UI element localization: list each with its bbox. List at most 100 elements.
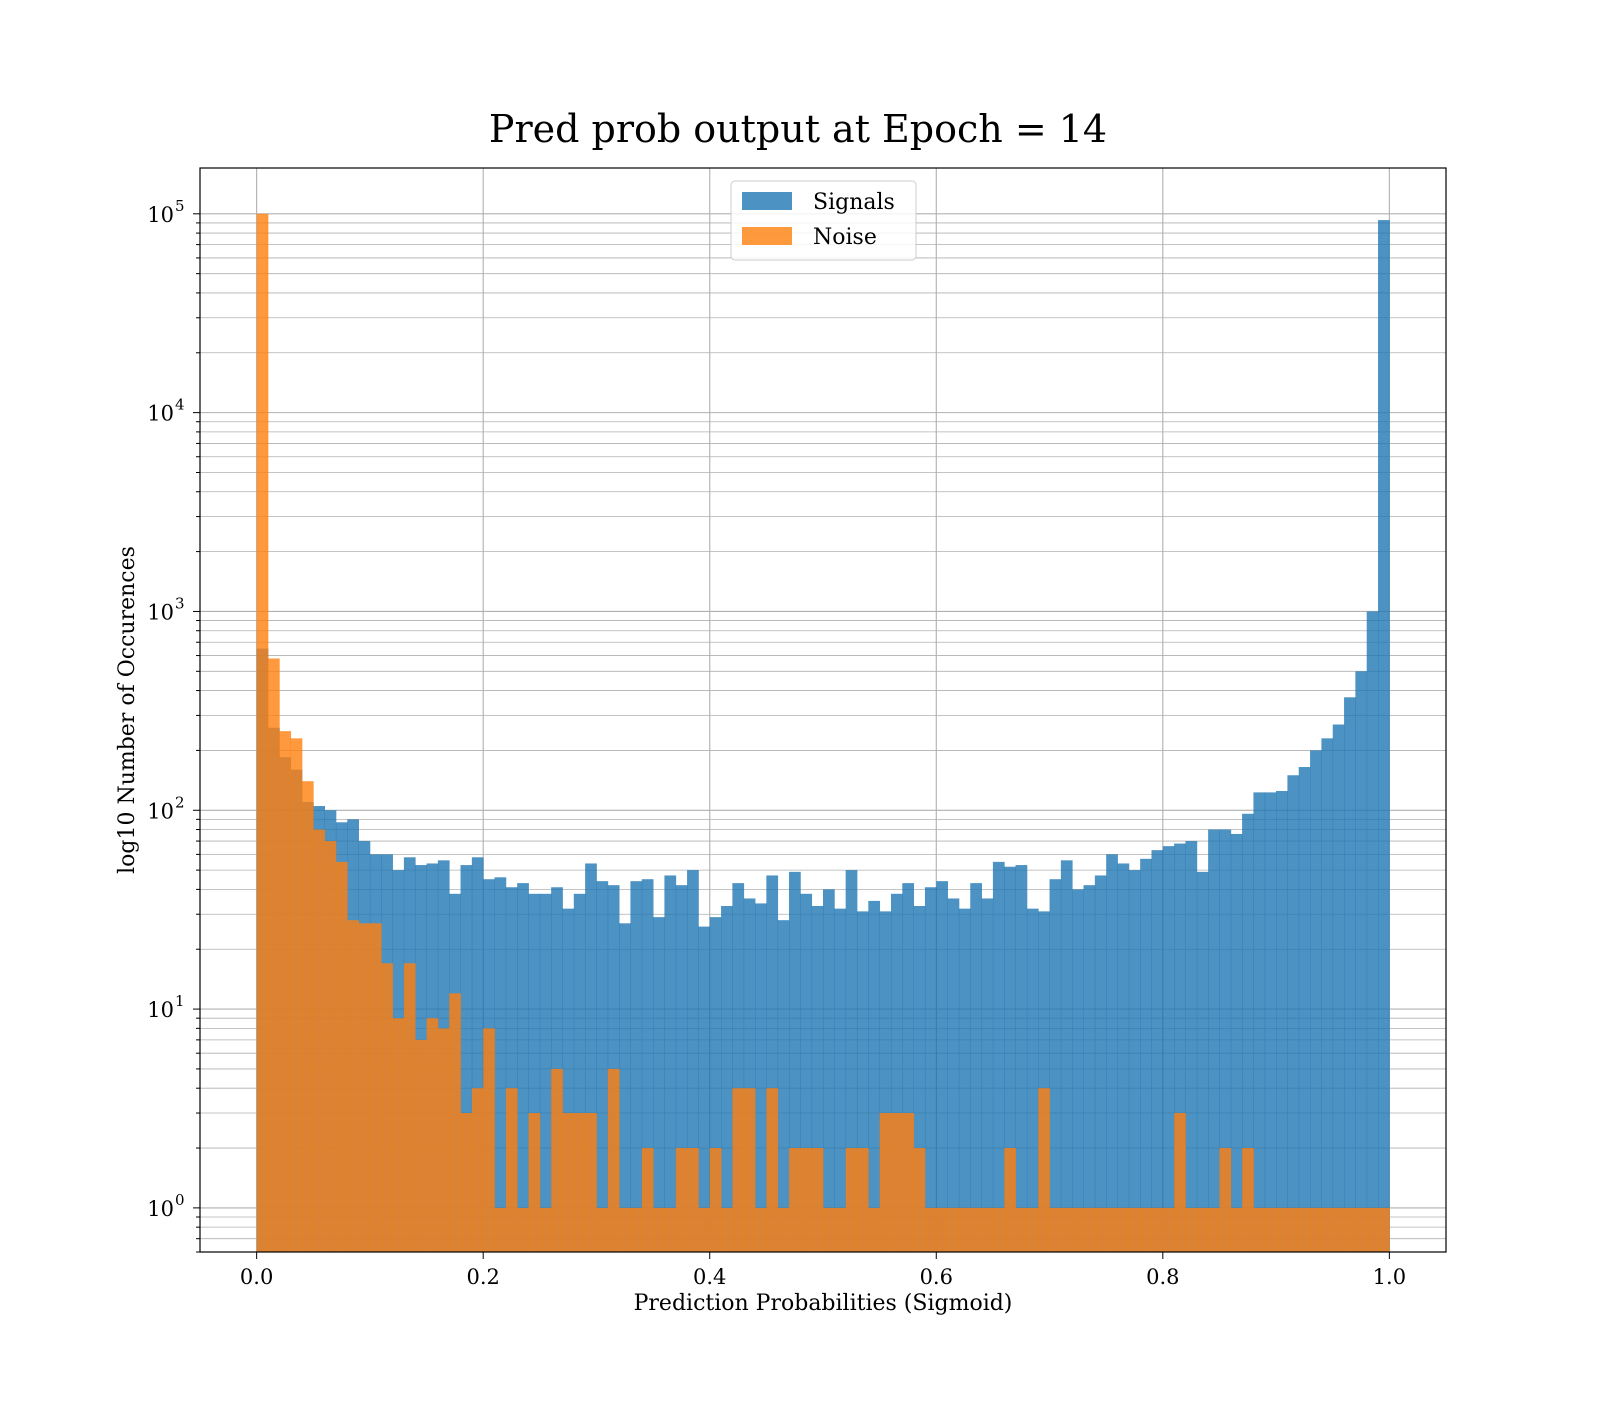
bar-noise: [324, 841, 337, 1252]
bar-noise: [970, 1207, 982, 1252]
bar-noise: [449, 993, 461, 1252]
bar-noise: [992, 1207, 1005, 1252]
bar-signals: [1060, 860, 1073, 1252]
histogram-bars: [256, 213, 1390, 1252]
bar-noise: [415, 1039, 427, 1252]
bar-signals: [845, 870, 858, 1252]
y-tick-exponent: 3: [175, 594, 185, 612]
bar-signals: [800, 893, 813, 1252]
bar-signals: [1128, 870, 1141, 1252]
bar-noise: [1230, 1207, 1243, 1252]
y-tick-label: 10: [147, 203, 174, 227]
bar-noise: [369, 923, 382, 1252]
bar-noise: [335, 861, 348, 1252]
bar-signals: [913, 905, 926, 1252]
bar-noise: [1276, 1207, 1288, 1252]
x-tick-label: 1.0: [1373, 1265, 1406, 1289]
bar-signals: [1072, 889, 1084, 1252]
bar-signals: [1321, 738, 1334, 1252]
bar-signals: [1378, 220, 1390, 1252]
bar-noise: [437, 1028, 450, 1252]
bar-noise: [1253, 1207, 1266, 1252]
bar-signals: [1298, 767, 1311, 1252]
bar-signals: [981, 898, 994, 1252]
x-axis-label: Prediction Probabilities (Sigmoid): [634, 1291, 1013, 1316]
chart-title: Pred prob output at Epoch = 14: [489, 107, 1107, 151]
y-tick-label: 10: [147, 402, 174, 426]
plot-frame: [199, 167, 1447, 1253]
bar-signals: [709, 917, 722, 1252]
bar-signals: [539, 893, 552, 1252]
bar-noise: [301, 781, 314, 1252]
bar-noise: [868, 1207, 881, 1252]
bar-signals: [1094, 875, 1107, 1252]
bar-noise: [539, 1207, 552, 1252]
bar-noise: [573, 1113, 586, 1252]
bar-signals: [1106, 854, 1118, 1252]
bar-noise: [562, 1113, 575, 1252]
bar-signals: [562, 908, 575, 1252]
bar-noise: [902, 1113, 915, 1252]
bar-signals: [460, 865, 473, 1252]
bar-noise: [789, 1148, 801, 1252]
bar-signals: [1140, 858, 1152, 1252]
bar-noise: [1117, 1207, 1130, 1252]
bar-noise: [664, 1207, 677, 1252]
y-tick-exponent: 1: [175, 992, 185, 1010]
bar-signals: [1276, 790, 1288, 1252]
x-tick-label: 0.6: [920, 1265, 953, 1289]
bar-signals: [596, 881, 609, 1252]
bar-signals: [1219, 829, 1232, 1252]
bar-signals: [517, 883, 529, 1252]
bar-noise: [256, 213, 269, 1252]
bar-noise: [596, 1207, 609, 1252]
bar-noise: [1106, 1207, 1118, 1252]
bar-signals: [777, 920, 790, 1252]
bar-noise: [1004, 1148, 1016, 1252]
bar-noise: [1026, 1207, 1039, 1252]
bar-noise: [1094, 1207, 1107, 1252]
bar-signals: [1004, 866, 1016, 1252]
bar-noise: [1128, 1207, 1141, 1252]
bar-noise: [1264, 1207, 1277, 1252]
bar-signals: [992, 861, 1005, 1252]
bar-signals: [1230, 833, 1243, 1252]
bar-signals: [1310, 750, 1322, 1252]
bar-signals: [868, 900, 881, 1252]
bar-noise: [823, 1207, 835, 1252]
bar-noise: [1185, 1207, 1198, 1252]
y-axis-label: log10 Number of Occurences: [115, 546, 140, 874]
bar-noise: [1196, 1207, 1209, 1252]
bar-noise: [1219, 1148, 1232, 1252]
bar-signals: [1174, 843, 1186, 1252]
bar-signals: [1355, 671, 1368, 1252]
bar-noise: [1344, 1207, 1356, 1252]
bar-noise: [392, 1018, 405, 1252]
bar-signals: [471, 857, 484, 1252]
bar-noise: [981, 1207, 994, 1252]
bar-signals: [528, 893, 541, 1252]
bar-noise: [834, 1207, 847, 1252]
bar-noise: [1332, 1207, 1345, 1252]
bar-signals: [936, 881, 948, 1252]
bar-noise: [403, 963, 416, 1252]
bar-signals: [1208, 829, 1220, 1252]
bar-noise: [290, 738, 303, 1252]
bar-noise: [505, 1088, 518, 1252]
bar-signals: [1162, 846, 1175, 1252]
bar-noise: [1310, 1207, 1322, 1252]
bar-signals: [970, 883, 982, 1252]
bar-signals: [585, 863, 597, 1252]
bar-noise: [381, 963, 393, 1252]
bar-noise: [924, 1207, 937, 1252]
bar-signals: [1026, 908, 1039, 1252]
y-tick-exponent: 4: [175, 396, 185, 414]
bar-noise: [709, 1148, 722, 1252]
y-tick-label: 10: [147, 1197, 174, 1221]
bar-noise: [358, 923, 371, 1252]
bar-noise: [641, 1148, 654, 1252]
bar-signals: [1242, 813, 1254, 1252]
bar-signals: [834, 908, 847, 1252]
bar-noise: [1208, 1207, 1220, 1252]
